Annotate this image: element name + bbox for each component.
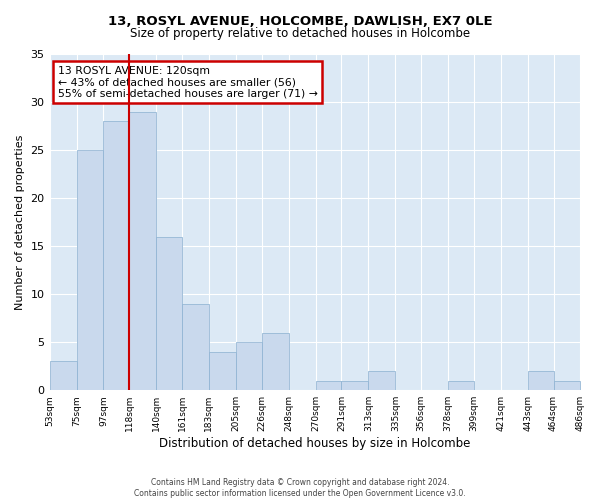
- Bar: [182, 304, 209, 390]
- Bar: [50, 362, 77, 390]
- Bar: [156, 236, 182, 390]
- Text: 13, ROSYL AVENUE, HOLCOMBE, DAWLISH, EX7 0LE: 13, ROSYL AVENUE, HOLCOMBE, DAWLISH, EX7…: [107, 15, 493, 28]
- Text: Size of property relative to detached houses in Holcombe: Size of property relative to detached ho…: [130, 28, 470, 40]
- Text: 13 ROSYL AVENUE: 120sqm
← 43% of detached houses are smaller (56)
55% of semi-de: 13 ROSYL AVENUE: 120sqm ← 43% of detache…: [58, 66, 317, 99]
- Bar: [448, 380, 474, 390]
- Bar: [129, 112, 156, 390]
- Y-axis label: Number of detached properties: Number of detached properties: [15, 134, 25, 310]
- Bar: [209, 352, 236, 390]
- Bar: [528, 371, 554, 390]
- Text: Contains HM Land Registry data © Crown copyright and database right 2024.
Contai: Contains HM Land Registry data © Crown c…: [134, 478, 466, 498]
- X-axis label: Distribution of detached houses by size in Holcombe: Distribution of detached houses by size …: [160, 437, 471, 450]
- Bar: [316, 380, 341, 390]
- Bar: [368, 371, 395, 390]
- Bar: [236, 342, 262, 390]
- Bar: [103, 121, 129, 390]
- Bar: [554, 380, 580, 390]
- Bar: [262, 332, 289, 390]
- Bar: [77, 150, 103, 390]
- Bar: [341, 380, 368, 390]
